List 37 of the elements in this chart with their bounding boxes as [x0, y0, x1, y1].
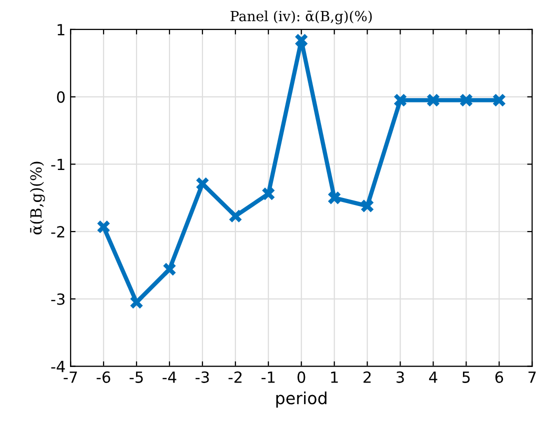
x-tick-label: -6	[96, 371, 110, 383]
point	[162, 262, 176, 276]
point	[261, 186, 276, 201]
y-tick-label: -1	[51, 158, 64, 170]
x-tick-label: 2	[364, 371, 371, 383]
x-tick-label: -5	[130, 372, 143, 383]
y-tick-label: -3	[51, 293, 65, 305]
x-tick-label: 5	[462, 372, 470, 383]
x-tick-label: -4	[162, 372, 176, 383]
y-tick-label: -2	[51, 226, 64, 238]
x-tick-label: 6	[495, 371, 504, 383]
point	[492, 93, 506, 108]
y-tick-label: 1	[58, 24, 64, 36]
point	[196, 176, 210, 191]
y-tick-label: -4	[51, 360, 65, 372]
point	[360, 199, 374, 213]
x-tick-label: 1	[331, 372, 338, 383]
point	[327, 190, 342, 205]
x-tick-label: -7	[64, 372, 77, 383]
point	[393, 93, 408, 108]
point	[459, 93, 474, 108]
x-tick-label: 0	[298, 371, 306, 383]
point	[96, 220, 111, 234]
point	[426, 93, 440, 108]
x-axis-title: period	[276, 391, 326, 408]
point	[130, 295, 144, 310]
x-tick-label: 7	[528, 372, 536, 383]
point	[294, 33, 308, 48]
x-tick-label: -1	[262, 372, 275, 383]
x-tick-label: -3	[196, 371, 209, 383]
x-tick-label: 4	[429, 372, 438, 383]
point	[228, 209, 242, 224]
chart-title: Panel (iv): ᾱ(B,g)(%)	[230, 10, 372, 24]
x-tick-label: -2	[228, 371, 242, 383]
y-tick-label: 0	[57, 91, 65, 103]
y-axis-title: ᾱ(B,g)(%)	[30, 162, 45, 234]
x-tick-label: 3	[396, 371, 404, 383]
